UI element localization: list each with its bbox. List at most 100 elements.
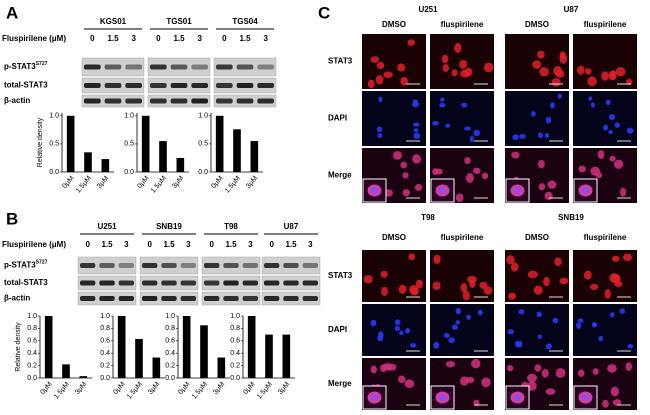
cell xyxy=(587,76,597,87)
blot-band xyxy=(118,296,134,301)
dose: 3 xyxy=(186,240,191,249)
cell xyxy=(610,386,620,397)
cell xyxy=(510,262,519,272)
blot-band xyxy=(216,83,233,88)
x-tick-label: 1.5μM xyxy=(224,175,242,195)
cell xyxy=(440,97,445,102)
y-tick-label: 0.8 xyxy=(165,325,175,332)
cell xyxy=(537,160,545,169)
cell xyxy=(455,320,461,325)
x-tick-label: 3μM xyxy=(245,175,259,190)
cell xyxy=(614,281,623,288)
blot-band xyxy=(84,64,101,70)
y-tick-label: 1.0 xyxy=(165,313,175,320)
blot-band xyxy=(84,98,101,104)
cell xyxy=(464,157,471,165)
blot-band xyxy=(204,296,220,301)
blot-band xyxy=(283,296,299,301)
cell xyxy=(598,335,604,342)
condition: DMSO xyxy=(382,233,406,242)
blot-band xyxy=(242,263,258,268)
cell xyxy=(537,50,545,59)
dose: 1.5 xyxy=(285,240,297,249)
blot-band xyxy=(170,64,188,70)
cell xyxy=(397,63,406,72)
cell xyxy=(379,364,387,372)
micrograph xyxy=(362,304,426,356)
channel-label: DAPI xyxy=(328,114,347,123)
bar xyxy=(135,338,143,378)
cell xyxy=(538,183,546,191)
cell xyxy=(610,70,617,81)
cell xyxy=(597,149,605,160)
cell-line: TGS04 xyxy=(232,17,258,26)
cell xyxy=(604,289,611,299)
dose: 1.5 xyxy=(225,240,237,249)
cell xyxy=(623,253,633,262)
cell xyxy=(550,102,555,109)
blot-band xyxy=(302,296,318,301)
blot-row-label: total-STAT3 xyxy=(4,278,48,287)
cell xyxy=(459,59,468,69)
cell xyxy=(545,343,552,350)
blot-band xyxy=(80,280,96,286)
blot-band xyxy=(216,64,233,70)
blot-band xyxy=(104,98,122,104)
micrograph xyxy=(430,304,494,356)
dose: 0 xyxy=(90,34,95,43)
channel-label: Merge xyxy=(328,171,352,180)
cell xyxy=(507,329,514,335)
x-tick-label: 1.5μM xyxy=(256,381,274,401)
cell xyxy=(445,360,456,368)
y-tick-label: 0.4 xyxy=(165,350,175,357)
cell xyxy=(398,284,407,294)
micrograph xyxy=(573,304,637,356)
bar xyxy=(79,376,88,378)
cell xyxy=(619,308,625,315)
x-tick-label: 0μM xyxy=(177,381,191,396)
cell xyxy=(603,124,609,131)
y-tick-label: 0.2 xyxy=(100,362,110,369)
blot-band xyxy=(242,280,258,286)
blot-band xyxy=(99,263,115,268)
blot-band xyxy=(191,98,208,104)
y-tick-label: 0.0 xyxy=(100,375,110,382)
x-tick-label: 0μM xyxy=(61,175,75,190)
bar xyxy=(265,334,273,378)
cell xyxy=(400,161,408,169)
bar xyxy=(62,364,70,378)
cell xyxy=(544,133,550,138)
inset-nucleus xyxy=(513,394,522,401)
cell xyxy=(537,334,542,340)
x-tick-label: 3μM xyxy=(212,381,226,396)
y-tick-label: 0.2 xyxy=(230,362,240,369)
y-tick-label: 0.6 xyxy=(100,338,110,345)
condition: fluspirilene xyxy=(441,233,484,242)
cell xyxy=(404,327,411,334)
bar xyxy=(217,357,226,378)
cell xyxy=(559,51,566,59)
y-tick-label: 0.0 xyxy=(230,375,240,382)
blot-band xyxy=(180,296,196,301)
cell xyxy=(367,79,375,89)
condition: DMSO xyxy=(382,20,406,29)
blot-row-label: β-actin xyxy=(4,294,30,303)
cell xyxy=(370,319,377,327)
blot-band xyxy=(150,64,167,70)
condition: fluspirilene xyxy=(584,20,627,29)
cell xyxy=(555,368,566,378)
condition: DMSO xyxy=(525,20,549,29)
cell xyxy=(615,67,626,77)
y-tick-label: 0.8 xyxy=(230,325,240,332)
blot-band xyxy=(170,98,188,104)
dose: 3 xyxy=(248,240,253,249)
cell xyxy=(441,54,449,64)
cell xyxy=(607,363,617,373)
cell xyxy=(377,133,383,139)
blot-band xyxy=(191,83,208,88)
cell xyxy=(394,319,401,326)
cell xyxy=(408,253,416,261)
blot-band xyxy=(204,280,220,286)
dose: 0 xyxy=(209,240,214,249)
cell xyxy=(611,255,620,262)
